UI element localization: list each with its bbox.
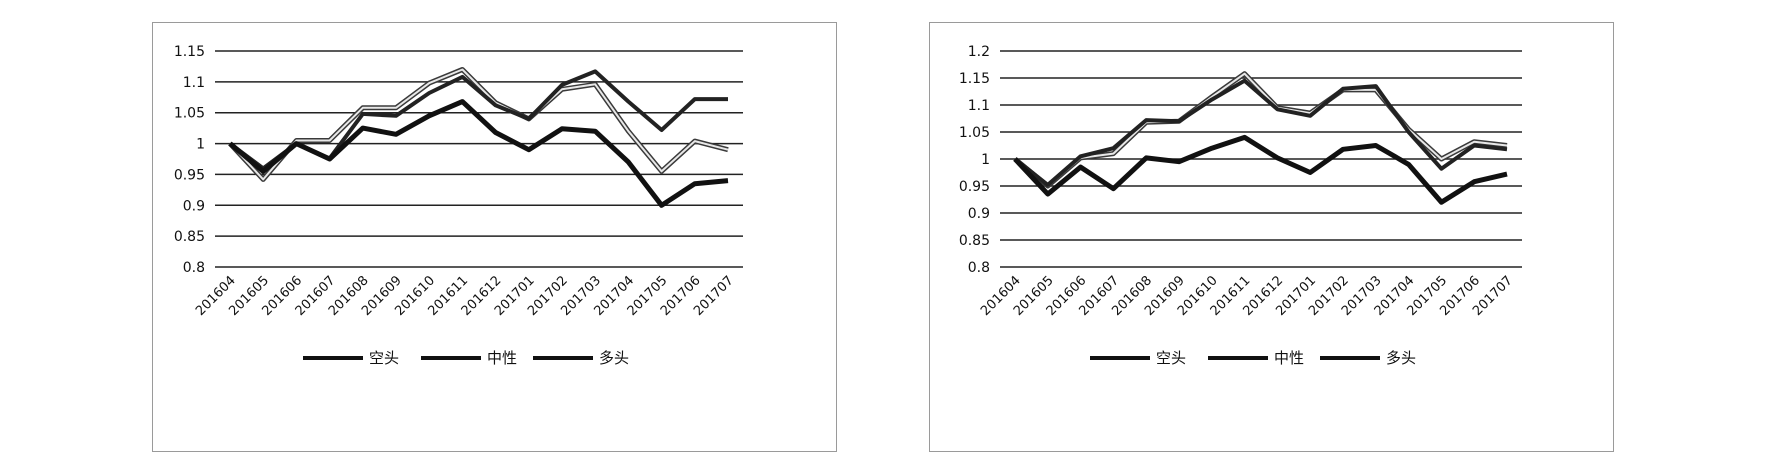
- y-tick-label: 0.9: [968, 206, 990, 222]
- series-group: [228, 67, 729, 208]
- legend-item: 多头: [533, 349, 629, 367]
- y-tick-label: 0.85: [959, 233, 990, 249]
- series-中性: [1013, 78, 1508, 187]
- series-line: [1013, 78, 1508, 187]
- legend-item: 空头: [303, 349, 399, 367]
- y-tick-label: 1: [981, 152, 990, 168]
- legend: 空头 中性 多头: [303, 349, 629, 367]
- y-tick-label: 1.05: [174, 106, 205, 122]
- legend-item: 多头: [1320, 349, 1416, 367]
- line-chart-left: 0.8 0.85 0.9 0.95 1 1.05 1.1 1.15 20160420160520…: [174, 44, 743, 367]
- chart-panel-left: 0.8 0.85 0.9 0.95 1 1.05 1.1 1.15 201604 201605 20…: [152, 22, 837, 452]
- legend-item: 中性: [1208, 349, 1304, 367]
- legend-label: 空头: [1156, 349, 1186, 367]
- x-axis: 2016042016052016062016072016082016092016…: [193, 273, 737, 319]
- y-axis: 0.8 0.85 0.9 0.95 1 1.05 1.1 1.15: [174, 44, 205, 276]
- y-axis: 0.8 0.85 0.9 0.95 1 1.05 1.1 1.15 1.2: [959, 44, 990, 276]
- chart-panel-right: 0.8 0.85 0.9 0.95 1 1.05 1.1 1.15 1.2 201604 20160…: [929, 22, 1614, 452]
- legend-label: 中性: [1274, 349, 1304, 367]
- y-tick-label: 0.95: [174, 167, 205, 183]
- series-多头: [228, 67, 729, 182]
- y-tick-label: 0.85: [174, 229, 205, 245]
- y-tick-label: 1.2: [968, 44, 990, 60]
- series-多头: [1013, 71, 1508, 189]
- legend-item: 空头: [1090, 349, 1186, 367]
- legend-item: 中性: [421, 349, 517, 367]
- y-tick-label: 1: [196, 137, 205, 153]
- legend: 空头 中性 多头: [1090, 349, 1416, 367]
- y-tick-label: 1.05: [959, 125, 990, 141]
- y-tick-label: 1.15: [174, 44, 205, 60]
- legend-label: 空头: [369, 349, 399, 367]
- series-空头: [1013, 134, 1508, 205]
- series-line: [229, 68, 729, 181]
- y-tick-label: 0.8: [968, 260, 990, 276]
- gridlines: [215, 50, 743, 268]
- y-tick-label: 1.1: [183, 75, 205, 91]
- x-axis: 2016042016052016062016072016082016092016…: [978, 273, 1516, 319]
- y-tick-label: 0.95: [959, 179, 990, 195]
- series-line: [1013, 134, 1508, 205]
- y-tick-label: 0.8: [183, 260, 205, 276]
- legend-label: 多头: [1386, 349, 1416, 367]
- series-group: [1013, 71, 1508, 205]
- y-tick-label: 0.9: [183, 198, 205, 214]
- legend-label: 多头: [599, 349, 629, 367]
- series-空头: [228, 99, 729, 208]
- legend-label: 中性: [487, 349, 517, 367]
- y-tick-label: 1.1: [968, 98, 990, 114]
- y-tick-label: 1.15: [959, 71, 990, 87]
- series-line: [1014, 72, 1508, 187]
- line-chart-right: 0.8 0.85 0.9 0.95 1 1.05 1.1 1.15 1.2 20160420160…: [959, 44, 1522, 367]
- series-line: [228, 99, 729, 208]
